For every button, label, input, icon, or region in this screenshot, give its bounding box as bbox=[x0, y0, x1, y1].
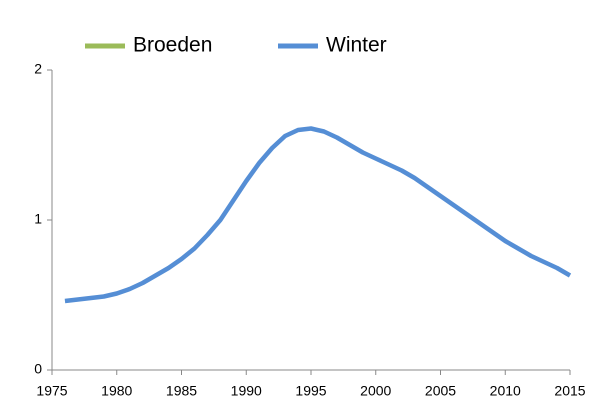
x-tick-label: 2015 bbox=[554, 383, 585, 399]
y-tick-label: 2 bbox=[34, 61, 42, 77]
legend-label: Broeden bbox=[133, 34, 212, 57]
x-tick-label: 1980 bbox=[101, 383, 132, 399]
legend-label: Winter bbox=[326, 34, 387, 57]
x-tick-label: 1995 bbox=[295, 383, 326, 399]
y-tick-label: 0 bbox=[34, 361, 42, 377]
x-tick-label: 1975 bbox=[36, 383, 67, 399]
x-tick-label: 1985 bbox=[166, 383, 197, 399]
x-tick-label: 2000 bbox=[360, 383, 391, 399]
y-tick-label: 1 bbox=[34, 211, 42, 227]
x-tick-label: 1990 bbox=[231, 383, 262, 399]
data-line bbox=[64, 126, 572, 304]
x-tick-label: 2010 bbox=[490, 383, 521, 399]
x-tick-label: 2005 bbox=[425, 383, 456, 399]
